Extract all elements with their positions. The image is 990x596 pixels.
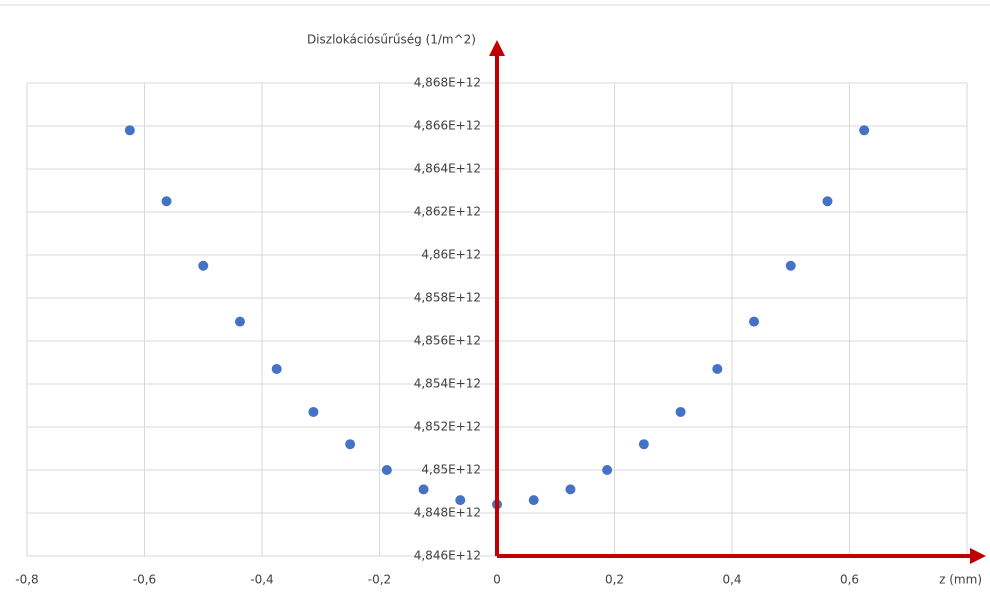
x-tick-label: 0 [493,573,501,587]
point [308,406,319,417]
y-tick-label: 4,862E+12 [414,205,481,219]
labels: 4,846E+12 4,848E+12 4,85E+12 4,852E+12 4,854… [15,76,859,587]
x-tick-label: -0,4 [250,573,273,587]
y-tick-label: 4,85E+12 [421,463,481,477]
y-tick-label: 4,864E+12 [414,162,481,176]
y-tick-label: 4,846E+12 [414,549,481,563]
point [712,363,723,374]
point [638,439,649,450]
x-tick-label: 0,2 [605,573,624,587]
point [528,495,539,506]
y-tick-label: 4,854E+12 [414,377,481,391]
x-axis-title: z (mm) [939,573,982,587]
x-tick-label: -0,6 [133,573,156,587]
point [161,196,172,207]
point [124,125,135,136]
point [859,125,870,136]
y-tick-label: 4,858E+12 [414,291,481,305]
point [565,484,576,495]
point [381,465,392,475]
point [345,439,356,450]
point [418,484,429,495]
point [822,196,833,207]
y-tick-label: 4,856E+12 [414,334,481,348]
x-tick-label: 0,6 [840,573,859,587]
x-tick-label: -0,2 [368,573,391,587]
point [785,260,796,271]
x-tick-label: 0,4 [722,573,741,587]
y-tick-label: 4,866E+12 [414,119,481,133]
point [198,260,209,271]
point [271,363,282,374]
point [455,495,466,506]
point [749,316,760,327]
point [234,316,245,327]
y-tick-label: 4,852E+12 [414,420,481,434]
point [602,465,613,475]
point [675,406,686,417]
y-tick-label: 4,86E+12 [421,248,481,262]
y-tick-label: 4,848E+12 [414,506,481,520]
y-axis-title: Diszlokációsűrűség (1/m^2) [307,33,476,47]
x-tick-label: -0,8 [15,573,38,587]
y-tick-label: 4,868E+12 [414,76,481,90]
